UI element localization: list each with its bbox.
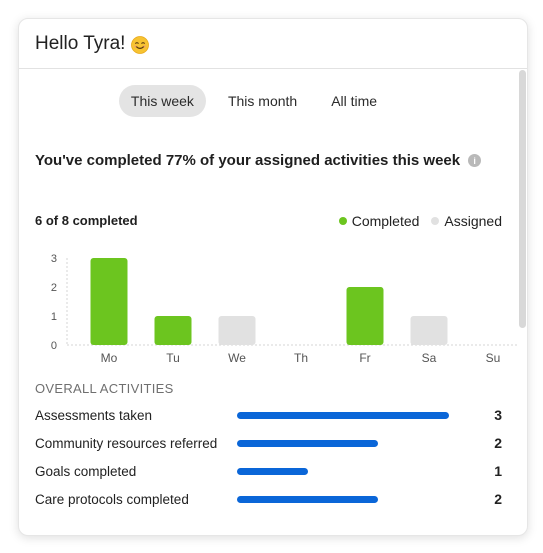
activity-bar-fill bbox=[237, 411, 449, 419]
y-tick-label: 3 bbox=[51, 253, 57, 265]
activity-value: 3 bbox=[494, 407, 502, 423]
x-tick-label: Th bbox=[294, 351, 308, 365]
info-icon[interactable]: i bbox=[468, 154, 482, 167]
assigned-dot-icon bbox=[431, 217, 440, 225]
completed-dot-icon bbox=[338, 217, 347, 225]
activity-label: Goals completed bbox=[35, 463, 137, 479]
activity-row: Goals completed 1 bbox=[35, 461, 502, 481]
weekly-activity-chart: 0 1 2 3 Mo Tu We Th Fr Sa Su bbox=[51, 253, 517, 365]
activity-bar-track bbox=[237, 411, 451, 419]
activity-value: 2 bbox=[494, 491, 502, 507]
completion-headline: You've completed 77% of your assigned ac… bbox=[35, 152, 482, 169]
activity-bar-track bbox=[237, 495, 451, 503]
x-tick-label: Fr bbox=[359, 351, 370, 365]
activity-bar-fill bbox=[237, 495, 379, 503]
smiling-face-icon bbox=[131, 35, 150, 54]
overall-activities-title: OVERALL ACTIVITIES bbox=[35, 381, 174, 396]
legend-assigned: Assigned bbox=[431, 213, 502, 229]
completion-headline-text: You've completed 77% of your assigned ac… bbox=[35, 152, 461, 169]
legend-completed-label: Completed bbox=[351, 213, 420, 229]
chart-legend: Completed Assigned bbox=[338, 213, 502, 229]
card-header: Hello Tyra! bbox=[19, 19, 527, 69]
bar-assigned-we bbox=[218, 316, 256, 345]
activity-value: 2 bbox=[494, 435, 502, 451]
legend-assigned-label: Assigned bbox=[444, 213, 502, 229]
bar-completed-fr bbox=[346, 287, 384, 345]
activity-value: 1 bbox=[494, 463, 502, 479]
activity-label: Community resources referred bbox=[35, 435, 218, 451]
time-range-tabs: This week This month All time bbox=[19, 85, 527, 117]
activity-row: Community resources referred 2 bbox=[35, 433, 502, 453]
x-tick-label: Sa bbox=[422, 351, 437, 365]
tab-all-time[interactable]: All time bbox=[331, 93, 378, 109]
x-tick-label: Tu bbox=[166, 351, 180, 365]
activity-label: Care protocols completed bbox=[35, 491, 189, 507]
activity-bar-fill bbox=[237, 467, 308, 475]
y-tick-label: 1 bbox=[51, 311, 57, 323]
y-tick-label: 2 bbox=[51, 282, 57, 294]
x-tick-label: Mo bbox=[101, 351, 118, 365]
completed-count: 6 of 8 completed bbox=[35, 213, 138, 228]
greeting-title: Hello Tyra! bbox=[35, 32, 126, 54]
activity-bar-track bbox=[237, 467, 451, 475]
dashboard-card: Hello Tyra! This week This month All tim… bbox=[18, 18, 528, 536]
activity-bar-fill bbox=[237, 439, 379, 447]
legend-completed: Completed bbox=[338, 213, 420, 229]
x-tick-label: Su bbox=[486, 351, 501, 365]
tab-this-month[interactable]: This month bbox=[227, 93, 298, 109]
x-tick-label: We bbox=[228, 351, 246, 365]
bar-completed-mo bbox=[90, 258, 128, 345]
scrollbar[interactable] bbox=[519, 70, 526, 328]
scroll-area[interactable]: This week This month All time You've com… bbox=[19, 70, 527, 535]
tab-this-week[interactable]: This week bbox=[118, 85, 206, 117]
activity-label: Assessments taken bbox=[35, 407, 153, 423]
bar-assigned-sa bbox=[410, 316, 448, 345]
activity-row: Assessments taken 3 bbox=[35, 405, 502, 425]
activity-row: Care protocols completed 2 bbox=[35, 489, 502, 509]
bar-completed-tu bbox=[154, 316, 192, 345]
activity-bar-track bbox=[237, 439, 451, 447]
y-tick-label: 0 bbox=[51, 340, 57, 352]
